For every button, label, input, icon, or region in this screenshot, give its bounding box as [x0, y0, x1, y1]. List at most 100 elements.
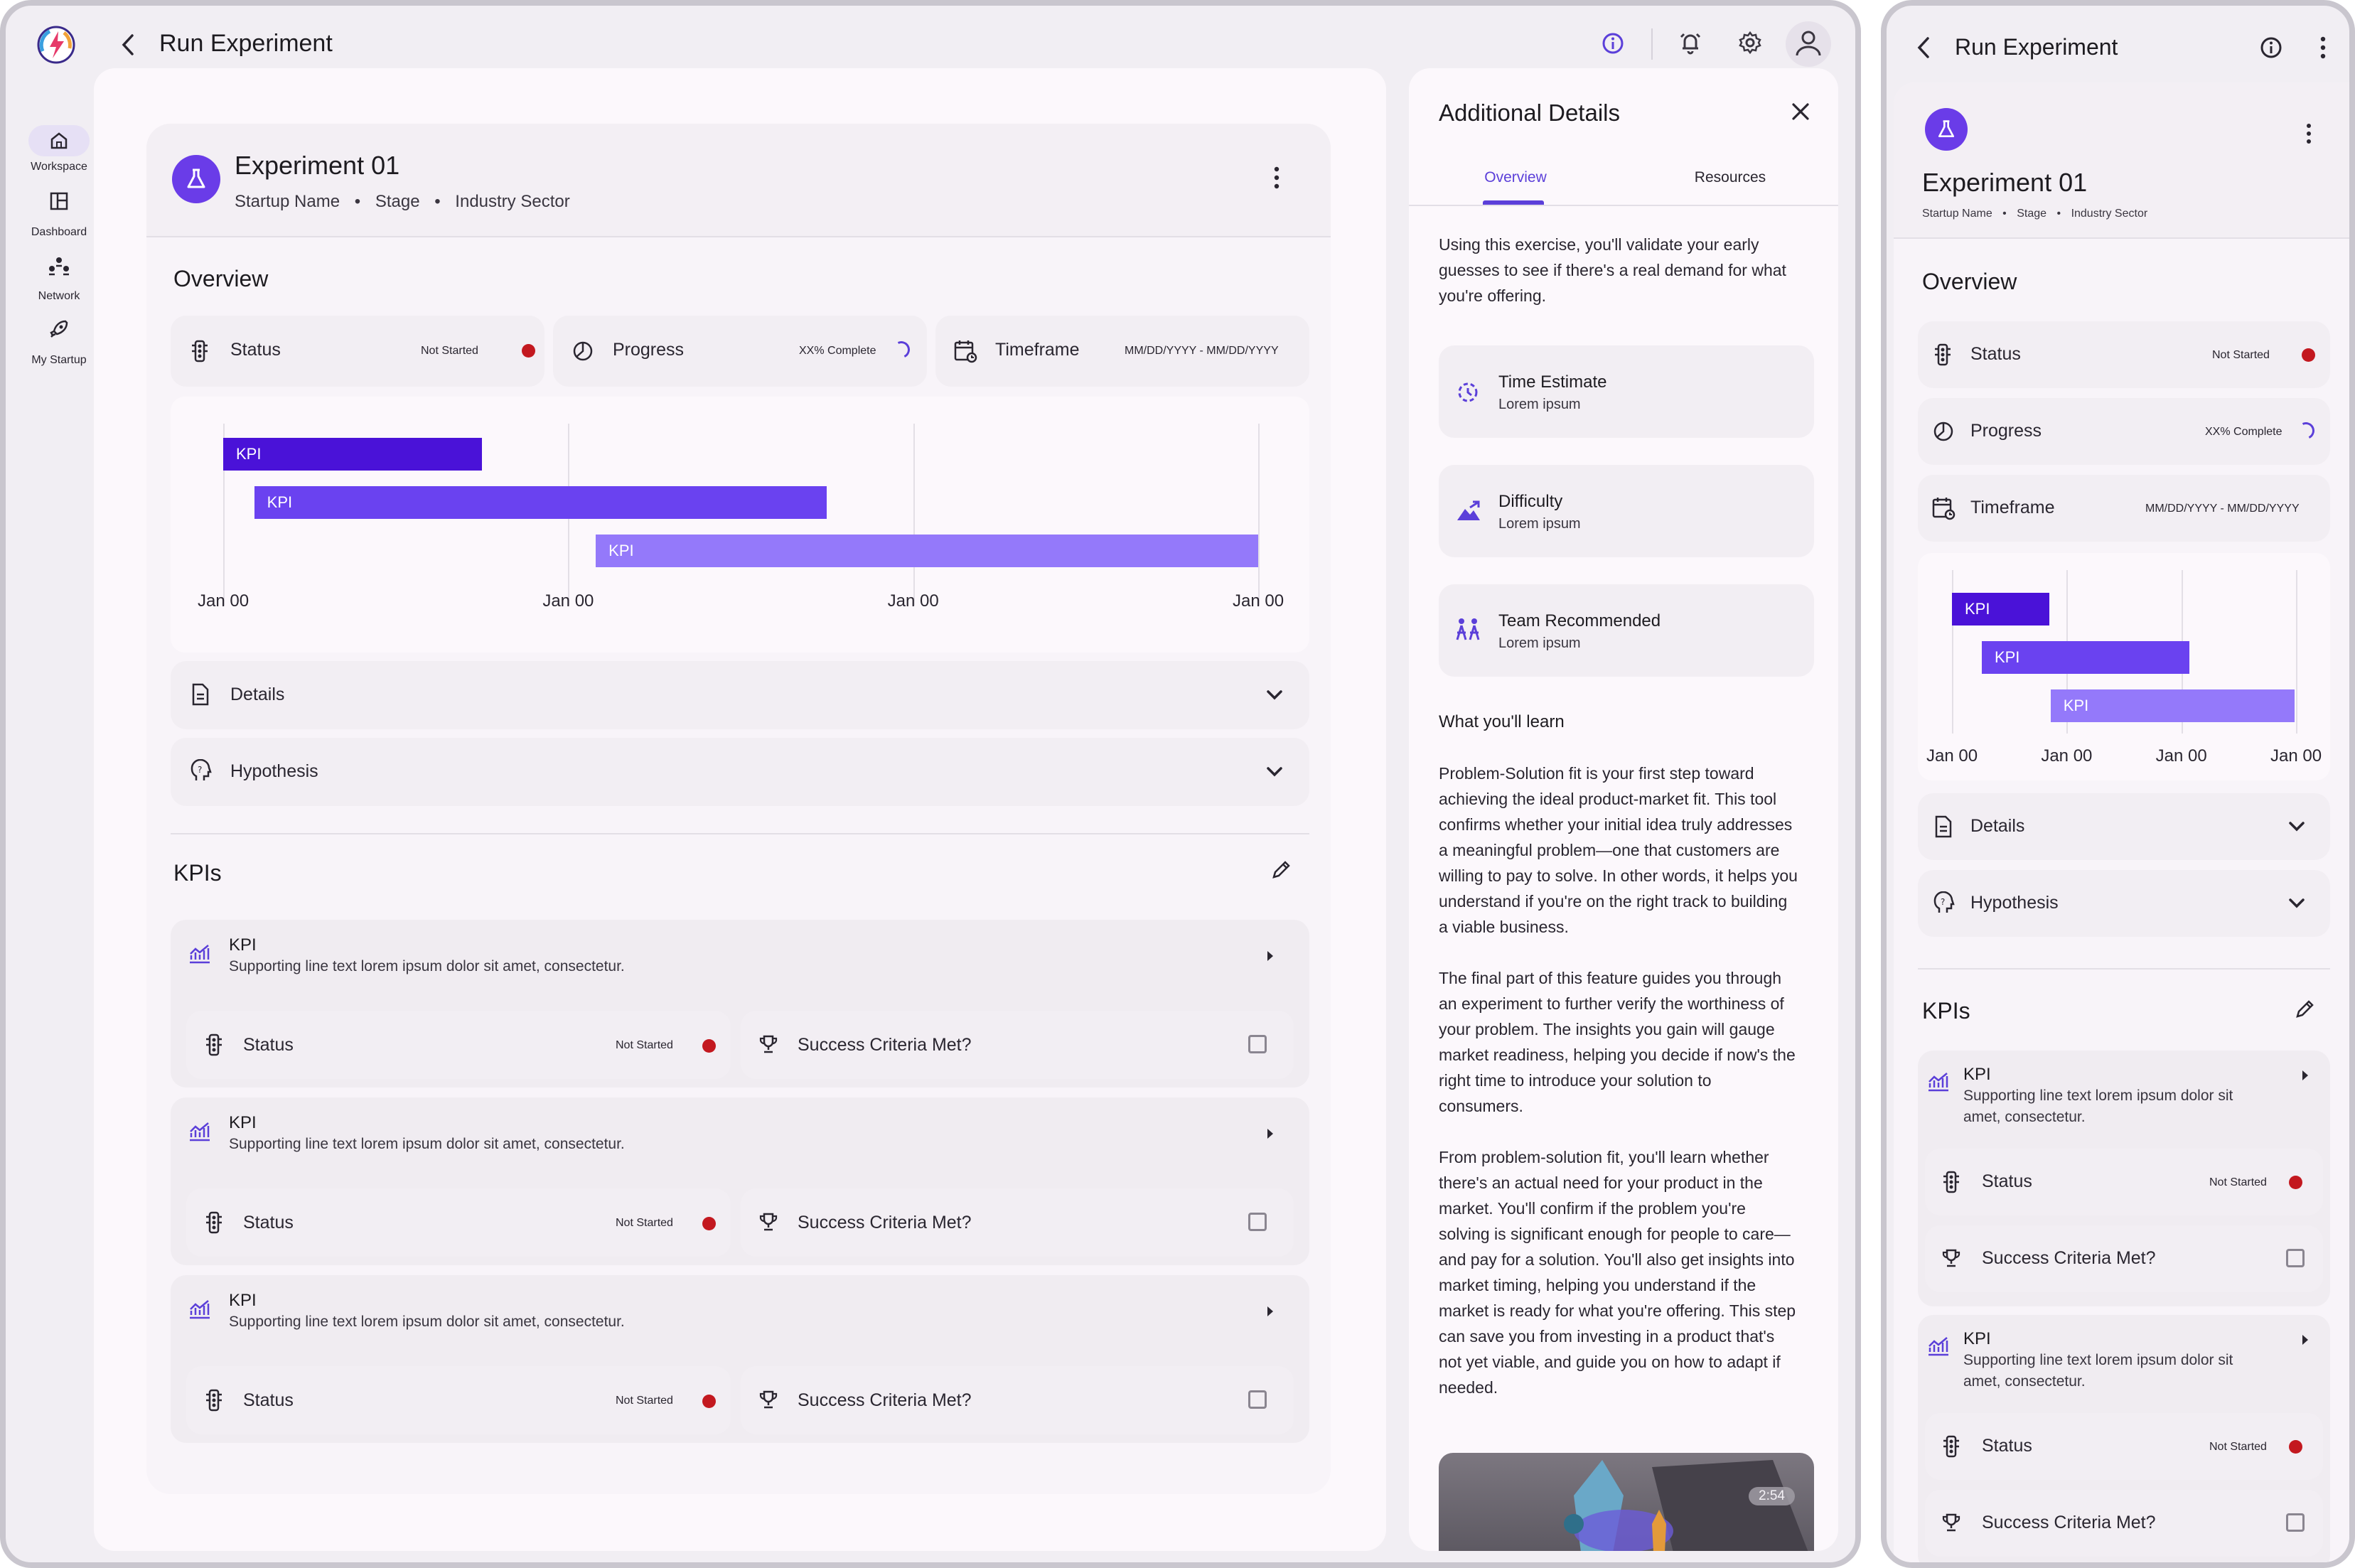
video-thumbnail[interactable]: 2:54 [1439, 1453, 1814, 1551]
gantt-bar[interactable]: KPI [596, 535, 1258, 567]
experiment-meta: Startup Name • Stage • Industry Sector [1922, 208, 2147, 220]
paragraph-line: willing to pay to solve. In other words,… [1439, 866, 1798, 885]
mobile-frame: Run Experiment Experiment 01 Startup Nam… [1881, 0, 2355, 1568]
success-checkbox[interactable] [1248, 1035, 1267, 1053]
close-icon[interactable] [1790, 101, 1811, 122]
status-row: Status Not Started [1918, 321, 2330, 388]
intro-line: guesses to see if there's a real demand … [1439, 261, 1786, 279]
learn-paragraph-2: The final part of this feature guides yo… [1439, 965, 1828, 1119]
success-checkbox[interactable] [2286, 1249, 2305, 1267]
chevron-down-icon [2289, 898, 2305, 908]
nav-item-dashboard[interactable]: Dashboard [21, 185, 100, 242]
gridline [223, 424, 225, 606]
experiment-title: Experiment 01 [235, 151, 400, 180]
tab-overview[interactable]: Overview [1409, 161, 1622, 206]
chevron-down-icon [2289, 822, 2305, 832]
kpi-subtitle: Supporting line text lorem ipsum dolor s… [229, 1136, 625, 1152]
more-vert-icon[interactable] [2305, 122, 2313, 145]
kpi-status-label: Status [243, 1390, 294, 1410]
section-divider [1918, 968, 2330, 970]
info-icon[interactable] [1601, 31, 1625, 55]
paragraph-line: The final part of this feature guides yo… [1439, 969, 1782, 987]
mountain-icon [1457, 500, 1480, 520]
kpi-card: KPI Supporting line text lorem ipsum dolo… [171, 1097, 1309, 1265]
info-time-estimate: Time Estimate Lorem ipsum [1439, 345, 1814, 438]
success-checkbox[interactable] [1248, 1213, 1267, 1231]
gridline [1952, 570, 1953, 734]
info-icon[interactable] [2259, 36, 2283, 60]
trophy-icon [1941, 1512, 1962, 1537]
kpi-card: KPI Supporting line text lorem ipsum dolo… [1918, 1315, 2330, 1562]
tab-overview-label: Overview [1484, 169, 1547, 186]
success-checkbox[interactable] [2286, 1513, 2305, 1532]
rocket-icon [50, 320, 68, 338]
back-arrow-icon[interactable] [1915, 36, 1933, 60]
experiment-card: Experiment 01 Startup Name • Stage • Ind… [146, 124, 1331, 1494]
flask-icon [187, 168, 205, 188]
meta-separator: • [434, 192, 441, 211]
info-difficulty: Difficulty Lorem ipsum [1439, 465, 1814, 557]
timeframe-label: Timeframe [1970, 498, 2055, 517]
traffic-light-icon [205, 1033, 223, 1060]
video-illustration [1564, 1460, 1808, 1551]
details-panel: Additional Details Overview Resources Us… [1409, 68, 1838, 1551]
section-divider [171, 833, 1309, 834]
more-vert-icon[interactable] [2319, 36, 2327, 60]
startup-name: Startup Name [1922, 208, 1992, 220]
arrow-right-icon[interactable] [1265, 950, 1275, 966]
progress-pie-icon [573, 341, 593, 361]
details-section[interactable]: Details [1918, 793, 2330, 860]
meta-separator: • [2002, 208, 2007, 220]
details-section[interactable]: Details [171, 661, 1309, 729]
traffic-light-icon [1942, 1435, 1960, 1461]
dashboard-icon [50, 192, 68, 210]
chevron-down-icon [1267, 690, 1282, 700]
info-subtitle: Lorem ipsum [1498, 635, 1581, 651]
status-label: Status [230, 340, 281, 360]
nav-item-my-startup[interactable]: My Startup [21, 313, 100, 370]
bell-icon[interactable] [1678, 30, 1703, 55]
traffic-light-icon [205, 1211, 223, 1237]
edit-pencil-icon[interactable] [2293, 997, 2317, 1021]
status-dot [702, 1395, 716, 1408]
experiment-header: Experiment 01 Startup Name • Stage • Ind… [146, 124, 1331, 237]
calendar-clock-icon [954, 340, 977, 363]
progress-label: Progress [1970, 421, 2042, 441]
nav-item-network[interactable]: Network [21, 249, 100, 306]
nav-label: Dashboard [31, 226, 87, 238]
tab-resources[interactable]: Resources [1622, 161, 1838, 206]
status-row: Status Not Started [171, 316, 545, 387]
gantt-bar[interactable]: KPI [1981, 641, 2189, 674]
arrow-right-icon[interactable] [2300, 1333, 2310, 1350]
progress-spinner [890, 338, 913, 361]
paragraph-line: a meaningful problem—one that customers … [1439, 841, 1780, 859]
details-intro: Using this exercise, you'll validate you… [1439, 232, 1823, 308]
back-arrow-icon[interactable] [118, 33, 139, 57]
gantt-bar[interactable]: KPI [223, 438, 482, 471]
nav-item-workspace[interactable]: Workspace [21, 119, 100, 176]
gantt-bar[interactable]: KPI [1952, 593, 2050, 625]
paragraph-line: market is ready for what you're offering… [1439, 1301, 1796, 1320]
arrow-right-icon[interactable] [2300, 1069, 2310, 1085]
x-tick-label: Jan 00 [542, 591, 594, 611]
kpi-title: KPI [1963, 1065, 1991, 1084]
kpi-card: KPI Supporting line text lorem ipsum dolo… [171, 1275, 1309, 1443]
svg-text:?: ? [198, 765, 202, 775]
paragraph-line: there's an actual need for your product … [1439, 1174, 1763, 1192]
more-vert-icon[interactable] [1272, 165, 1281, 190]
gridline [2296, 570, 2297, 734]
gantt-bar[interactable]: KPI [254, 486, 827, 519]
arrow-right-icon[interactable] [1265, 1127, 1275, 1144]
gear-icon[interactable] [1737, 30, 1763, 55]
hypothesis-section[interactable]: ? Hypothesis [1918, 870, 2330, 937]
arrow-right-icon[interactable] [1265, 1305, 1275, 1321]
hypothesis-section[interactable]: ? Hypothesis [171, 738, 1309, 806]
mobile-page-title: Run Experiment [1955, 34, 2118, 60]
info-subtitle: Lorem ipsum [1498, 516, 1581, 532]
edit-pencil-icon[interactable] [1270, 857, 1294, 881]
success-checkbox[interactable] [1248, 1390, 1267, 1409]
gantt-bar[interactable]: KPI [2050, 689, 2295, 722]
kpi-criteria-label: Success Criteria Met? [1982, 1513, 2156, 1532]
traffic-light-icon [1942, 1171, 1960, 1197]
mobile-experiment-header: Experiment 01 Startup Name • Stage • Ind… [1894, 82, 2349, 239]
